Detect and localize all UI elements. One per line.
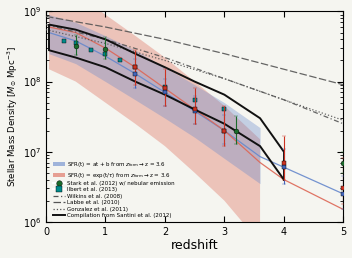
Point bbox=[73, 41, 78, 45]
Point bbox=[118, 58, 123, 62]
Legend: SFR(t) = at + b from $z_{\rm form}\rightarrow$z = 3.6, SFR(t) = exp(t/$\tau$) fr: SFR(t) = at + b from $z_{\rm form}\right… bbox=[52, 159, 176, 219]
Point bbox=[88, 48, 93, 52]
X-axis label: redshift: redshift bbox=[171, 239, 219, 252]
Point bbox=[61, 39, 67, 43]
Point bbox=[103, 52, 108, 56]
Y-axis label: Stellar Mass Density [$M_{\odot}$ Mpc$^{-3}$]: Stellar Mass Density [$M_{\odot}$ Mpc$^{… bbox=[6, 46, 20, 187]
Point bbox=[162, 84, 168, 88]
Point bbox=[192, 98, 197, 102]
Point bbox=[221, 107, 227, 111]
Point bbox=[132, 65, 138, 69]
